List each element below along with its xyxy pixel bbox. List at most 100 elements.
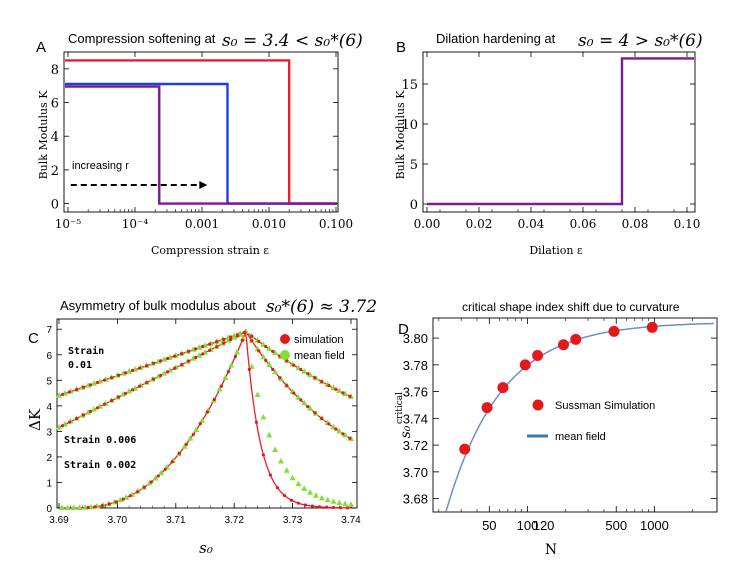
panel-c-simulation-point	[88, 409, 93, 413]
panel-a-xtick-label: 0.010	[252, 217, 286, 231]
panel-c-simulation-point	[152, 361, 156, 365]
panel-c-simulation-point	[60, 392, 65, 397]
strain-0002-label: Strain 0.002	[64, 459, 136, 471]
panel-c-simulation-point	[299, 367, 303, 372]
panel-c-simulation-point	[313, 411, 317, 415]
strain-001-label-a: Strain	[68, 345, 104, 357]
panel-d-ytick-label: 3.80	[403, 331, 428, 346]
panel-c-xtick-label: 3.70	[108, 515, 128, 526]
panel-c-meanfield-point	[342, 431, 349, 438]
panel-b-title-math: s₀ = 4 > s₀*(6)	[578, 31, 703, 51]
panel-c-xtick-label: 3.71	[166, 515, 186, 526]
panel-c-simulation-point	[324, 505, 329, 509]
panel-c-data	[56, 328, 354, 510]
panel-c-meanfield-point	[301, 485, 308, 491]
panel-c-simulation-point	[299, 398, 303, 402]
panel-c-meanfield-point	[85, 382, 92, 388]
panel-c-simulation-point	[166, 370, 170, 374]
panel-c-meanfield-point	[155, 358, 162, 364]
panel-c-meanfield-point	[155, 373, 162, 379]
panel-c-frame	[56, 318, 358, 509]
panel-d-xtick-label: 120	[533, 518, 555, 533]
panel-c-simulation-point	[109, 376, 114, 380]
increasing-r-label: increasing r	[72, 160, 129, 172]
panel-c-meanfield-point	[190, 346, 197, 352]
panel-c-simulation-point	[86, 505, 90, 510]
panel-d-ylabel-main: s₀	[398, 425, 414, 438]
panel-c-simulation-point	[331, 505, 336, 510]
panel-a-ytick-label: 8	[51, 63, 59, 78]
panel-c-meanfield-point	[222, 374, 229, 380]
panel-c-simulation-point	[250, 339, 254, 343]
panel-c-simulation-point	[250, 334, 254, 338]
panel-c-ytick-label: 2	[46, 453, 52, 464]
panel-c-simulation-point	[95, 380, 100, 385]
panel-c-meanfield-point	[225, 337, 232, 343]
panel-c-meanfield-point	[312, 492, 319, 498]
panel-c-simulation-point	[254, 420, 258, 424]
panel-c-simulation-point	[184, 442, 188, 446]
panel-c-simulation-point	[201, 344, 205, 349]
panel-c-simulation-point	[116, 395, 121, 399]
panel-d-ytick-label: 3.68	[403, 492, 428, 507]
panel-c-meanfield-point	[117, 496, 124, 503]
legend-meanfield-d-label: mean field	[555, 431, 606, 443]
panel-c-meanfield-point	[56, 392, 62, 398]
panel-c-simulation-point	[226, 370, 230, 374]
panel-a-letter: A	[36, 39, 46, 56]
panel-c-simulation-point	[88, 383, 93, 387]
panel-c-meanfield-point	[152, 475, 159, 481]
panel-c-meanfield-point	[199, 417, 206, 423]
panel-d-simulation-point	[481, 402, 493, 414]
panel-c-simulation-point	[159, 373, 163, 378]
panel-c-meanfield-point	[307, 405, 314, 411]
panel-c-xtick-label: 3.73	[283, 515, 303, 526]
panel-c-simulation-point	[320, 416, 324, 421]
panel-c-simulation-point	[166, 356, 170, 361]
panel-c-simulation-point	[271, 367, 275, 371]
panel-b-title: Dilation hardening at	[436, 31, 556, 46]
panel-c-title-math: s₀*(6) ≈ 3.72	[266, 297, 377, 317]
panel-c-simulation-point	[128, 494, 132, 498]
panel-c-simulation-point	[67, 420, 72, 424]
panel-c-meanfield-point	[336, 427, 343, 434]
panel-c-ytick-label: 6	[46, 351, 52, 362]
panel-c-simulation-point	[257, 339, 261, 344]
panel-c-meanfield-point	[190, 355, 197, 361]
panel-d-legend: Sussman Simulation mean field	[527, 399, 655, 443]
panel-c-simulation-point	[159, 359, 163, 363]
panel-c-simulation-point	[81, 385, 86, 389]
panel-c-simulation-point	[212, 397, 216, 402]
panel-c-simulation-point	[327, 383, 331, 388]
panel-d-xtick-label: 50	[482, 518, 496, 533]
panel-c-simulation-point	[163, 467, 167, 471]
panel-c-simulation-point	[292, 391, 296, 395]
panel-d-simulation-point	[532, 349, 544, 361]
panel-c-meanfield-point	[254, 391, 261, 398]
panel-c-simulation-point	[137, 384, 142, 388]
panel-d-axes: 50 100 500 1000 120 3.68 3.70 3.72 3.74 3.76 3.78 3…	[403, 317, 718, 533]
panel-c-meanfield-point	[324, 496, 331, 503]
panel-b-ytick-label: 10	[401, 118, 418, 133]
arrow-head	[199, 181, 208, 190]
panel-c-simulation-point	[60, 424, 65, 428]
panel-b-lines	[427, 57, 694, 206]
panel-c-meanfield-point	[260, 353, 267, 360]
panel-c-meanfield-point	[181, 443, 188, 449]
panel-a-xtick-label: 0.001	[185, 217, 219, 231]
panel-c-simulation-point	[123, 371, 128, 375]
legend-simulation-label: simulation	[294, 334, 344, 346]
panel-c-simulation-point	[296, 501, 301, 505]
panel-c-simulation-point	[303, 503, 308, 507]
panel-c-meanfield-point	[58, 504, 65, 510]
panel-d-ylabel: s₀ critical	[395, 392, 414, 439]
panel-a-xlabel: Compression strain ε	[151, 244, 269, 257]
panel-c-xtick-label: 3.69	[49, 515, 69, 526]
panel-b-xtick-label: 0.08	[622, 217, 649, 231]
panel-c-simulation-point	[194, 347, 198, 351]
panel-c-meanfield-point	[295, 394, 302, 400]
panel-c-meanfield-point	[196, 352, 203, 358]
panel-c-simulation-point	[102, 378, 107, 382]
panel-c-simulation-point	[208, 342, 212, 346]
panel-a-lines	[65, 59, 337, 205]
